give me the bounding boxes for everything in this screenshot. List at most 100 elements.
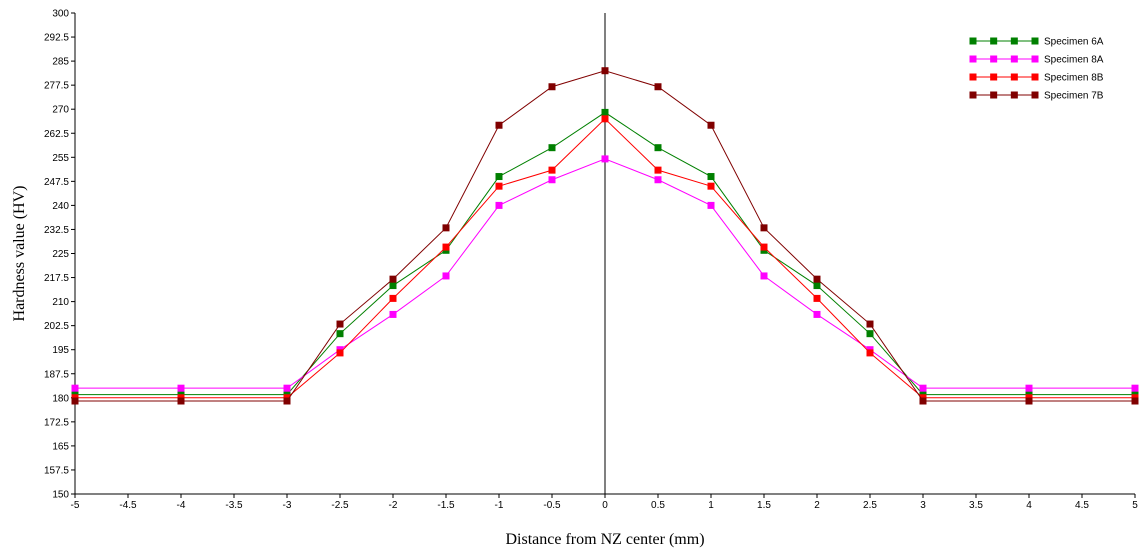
x-tick-label: 4 <box>1026 500 1032 511</box>
y-tick-label: 202.5 <box>44 321 69 332</box>
y-tick-label: 150 <box>52 490 69 501</box>
x-tick-label: -4.5 <box>119 500 137 511</box>
x-tick-label: -1 <box>495 500 504 511</box>
x-tick-label: 3 <box>920 500 926 511</box>
legend-marker <box>1031 91 1039 99</box>
y-tick-label: 240 <box>52 201 69 212</box>
y-tick-label: 292.5 <box>44 33 69 44</box>
legend-item: Specimen 8A <box>969 55 1104 66</box>
series-layer <box>71 67 1139 405</box>
data-point <box>1025 397 1033 405</box>
legend-label: Specimen 8A <box>1044 55 1104 66</box>
data-point <box>1025 384 1033 392</box>
legend-item: Specimen 8B <box>969 73 1104 84</box>
data-point <box>177 397 185 405</box>
data-point <box>283 384 291 392</box>
data-point <box>654 83 662 91</box>
y-tick-label: 210 <box>52 297 69 308</box>
legend-label: Specimen 7B <box>1044 91 1104 102</box>
data-point <box>760 243 768 251</box>
data-point <box>389 294 397 302</box>
data-point <box>707 201 715 209</box>
data-point <box>1131 384 1139 392</box>
legend-marker <box>1010 91 1018 99</box>
legend-marker <box>969 91 977 99</box>
data-point <box>548 83 556 91</box>
data-point <box>495 173 503 181</box>
plot-axes <box>74 13 1135 495</box>
data-point <box>654 166 662 174</box>
data-point <box>548 166 556 174</box>
data-point <box>654 176 662 184</box>
x-tick-label: -1.5 <box>437 500 455 511</box>
series-4 <box>71 67 1139 405</box>
data-point <box>495 121 503 129</box>
data-point <box>601 155 609 163</box>
x-tick-label: -2 <box>389 500 398 511</box>
y-tick-label: 277.5 <box>44 81 69 92</box>
data-point <box>1131 397 1139 405</box>
y-axis-ticks: 150 157.5 165 172.5 180 187.5 195 202.5 210 217.5… <box>44 9 75 501</box>
data-point <box>71 397 79 405</box>
data-point <box>283 397 291 405</box>
legend-marker <box>1010 37 1018 45</box>
x-axis-ticks: -5 -4.5 -4 -3.5 -3 -2.5 -2 -1.5 -1 -0.5 0 0.5 1 1.5 2 2… <box>71 494 1138 511</box>
data-point <box>601 108 609 116</box>
x-tick-label: -5 <box>71 500 80 511</box>
x-tick-label: -2.5 <box>331 500 349 511</box>
data-point <box>601 115 609 123</box>
data-point <box>866 349 874 357</box>
data-point <box>442 243 450 251</box>
x-tick-label: -0.5 <box>543 500 561 511</box>
x-tick-label: -4 <box>177 500 186 511</box>
y-tick-label: 225 <box>52 249 69 260</box>
data-point <box>919 384 927 392</box>
y-tick-label: 165 <box>52 441 69 452</box>
legend-marker <box>1010 55 1018 63</box>
x-tick-label: 2.5 <box>863 500 877 511</box>
legend-label: Specimen 8B <box>1044 73 1104 84</box>
y-tick-label: 247.5 <box>44 177 69 188</box>
x-tick-label: 3.5 <box>969 500 983 511</box>
y-tick-label: 172.5 <box>44 417 69 428</box>
x-tick-label: 2 <box>814 500 820 511</box>
y-tick-label: 217.5 <box>44 273 69 284</box>
data-point <box>919 397 927 405</box>
y-tick-label: 262.5 <box>44 129 69 140</box>
y-tick-label: 157.5 <box>44 465 69 476</box>
y-tick-label: 195 <box>52 345 69 356</box>
x-tick-label: 1 <box>708 500 714 511</box>
data-point <box>177 384 185 392</box>
legend-marker <box>1031 73 1039 81</box>
data-point <box>707 182 715 190</box>
data-point <box>495 182 503 190</box>
legend-marker <box>1010 73 1018 81</box>
legend-item: Specimen 7B <box>969 91 1104 102</box>
data-point <box>336 349 344 357</box>
legend-marker <box>969 55 977 63</box>
y-tick-label: 285 <box>52 57 69 68</box>
data-point <box>442 272 450 280</box>
data-point <box>389 282 397 290</box>
data-point <box>601 67 609 75</box>
data-point <box>336 320 344 328</box>
data-point <box>389 275 397 283</box>
data-point <box>813 275 821 283</box>
data-point <box>866 320 874 328</box>
data-point <box>707 121 715 129</box>
x-tick-label: 0 <box>602 500 608 511</box>
data-point <box>71 384 79 392</box>
data-point <box>813 282 821 290</box>
data-point <box>760 272 768 280</box>
y-tick-label: 270 <box>52 105 69 116</box>
data-point <box>495 201 503 209</box>
legend-marker <box>990 55 998 63</box>
x-axis-title: Distance from NZ center (mm) <box>505 531 704 548</box>
legend-label: Specimen 6A <box>1044 37 1104 48</box>
legend-marker <box>969 37 977 45</box>
y-tick-label: 300 <box>52 9 69 20</box>
x-tick-label: -3.5 <box>225 500 243 511</box>
legend-marker <box>1031 37 1039 45</box>
legend-marker <box>990 37 998 45</box>
